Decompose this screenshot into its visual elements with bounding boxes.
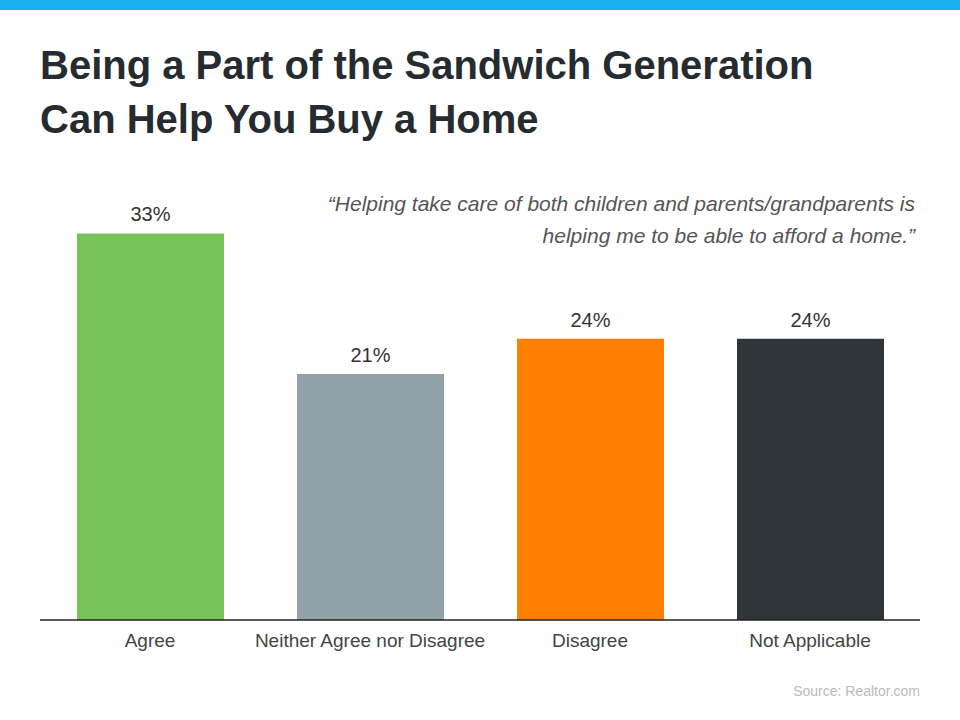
svg-text:21%: 21% xyxy=(350,344,390,366)
svg-text:Disagree: Disagree xyxy=(552,630,628,651)
svg-text:Neither Agree nor Disagree: Neither Agree nor Disagree xyxy=(255,630,485,651)
html-text:Source: Realtor.com: Source: Realtor.com xyxy=(793,683,920,699)
html-text:Being a Part of the Sandwich G: Being a Part of the Sandwich Generation … xyxy=(40,43,814,141)
svg-text:Not Applicable: Not Applicable xyxy=(749,630,870,651)
svg-text:24%: 24% xyxy=(570,309,610,331)
html-text:“Helping take care of both chi: “Helping take care of both children and … xyxy=(327,192,915,247)
svg-text:Agree: Agree xyxy=(125,630,176,651)
svg-text:33%: 33% xyxy=(130,203,170,225)
svg-text:24%: 24% xyxy=(790,309,830,331)
